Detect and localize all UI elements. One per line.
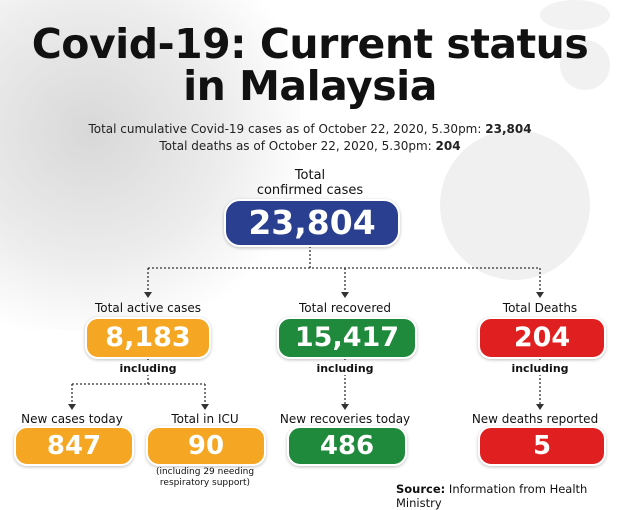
total-confirmed-label-line-2: confirmed cases (256, 183, 364, 198)
total-active-value: 8,183 (85, 317, 211, 359)
subtitle-cumulative-value: 23,804 (485, 122, 532, 136)
new-cases-value: 847 (14, 426, 134, 466)
background-photo-area (0, 0, 300, 330)
icu-label: Total in ICU (171, 412, 239, 426)
total-deaths-label: Total Deaths (502, 301, 578, 315)
virus-decoration (540, 0, 610, 30)
new-cases-label: New cases today (21, 412, 123, 426)
total-recovered-value: 15,417 (277, 317, 417, 359)
new-recoveries-value: 486 (287, 426, 407, 466)
total-deaths-value: 204 (478, 317, 606, 359)
page-title-line-1: Covid-19: Current status (31, 20, 589, 68)
including-label-deaths: including (505, 362, 575, 375)
page-title-line-2: in Malaysia (183, 62, 437, 110)
including-label-active: including (113, 362, 183, 375)
source-credit: Source: Information from Health Ministry (396, 482, 620, 510)
icu-note-line-1: (including 29 needing (155, 467, 255, 477)
total-confirmed-label: Total confirmed cases (230, 168, 390, 198)
virus-decoration (560, 40, 610, 90)
new-recoveries-label: New recoveries today (279, 412, 411, 426)
new-deaths-value: 5 (478, 426, 606, 466)
icu-note-line-2: respiratory support) (159, 478, 251, 488)
subtitle-cumulative: Total cumulative Covid-19 cases as of Oc… (0, 121, 620, 137)
subtitle-deaths-value: 204 (435, 139, 461, 153)
total-recovered-label: Total recovered (299, 301, 391, 315)
subtitle-cumulative-text: Total cumulative Covid-19 cases as of Oc… (88, 122, 482, 136)
subtitle-deaths-text: Total deaths as of October 22, 2020, 5.3… (159, 139, 432, 153)
source-label: Source: (396, 482, 446, 496)
icu-value: 90 (146, 426, 266, 466)
including-label-recovered: including (310, 362, 380, 375)
virus-decoration (440, 130, 590, 280)
subtitle-deaths: Total deaths as of October 22, 2020, 5.3… (0, 138, 620, 154)
total-active-label: Total active cases (95, 301, 201, 315)
total-confirmed-value: 23,804 (224, 199, 400, 247)
icu-note: (including 29 needing respiratory suppor… (140, 467, 270, 489)
total-confirmed-label-line-1: Total (294, 168, 326, 183)
